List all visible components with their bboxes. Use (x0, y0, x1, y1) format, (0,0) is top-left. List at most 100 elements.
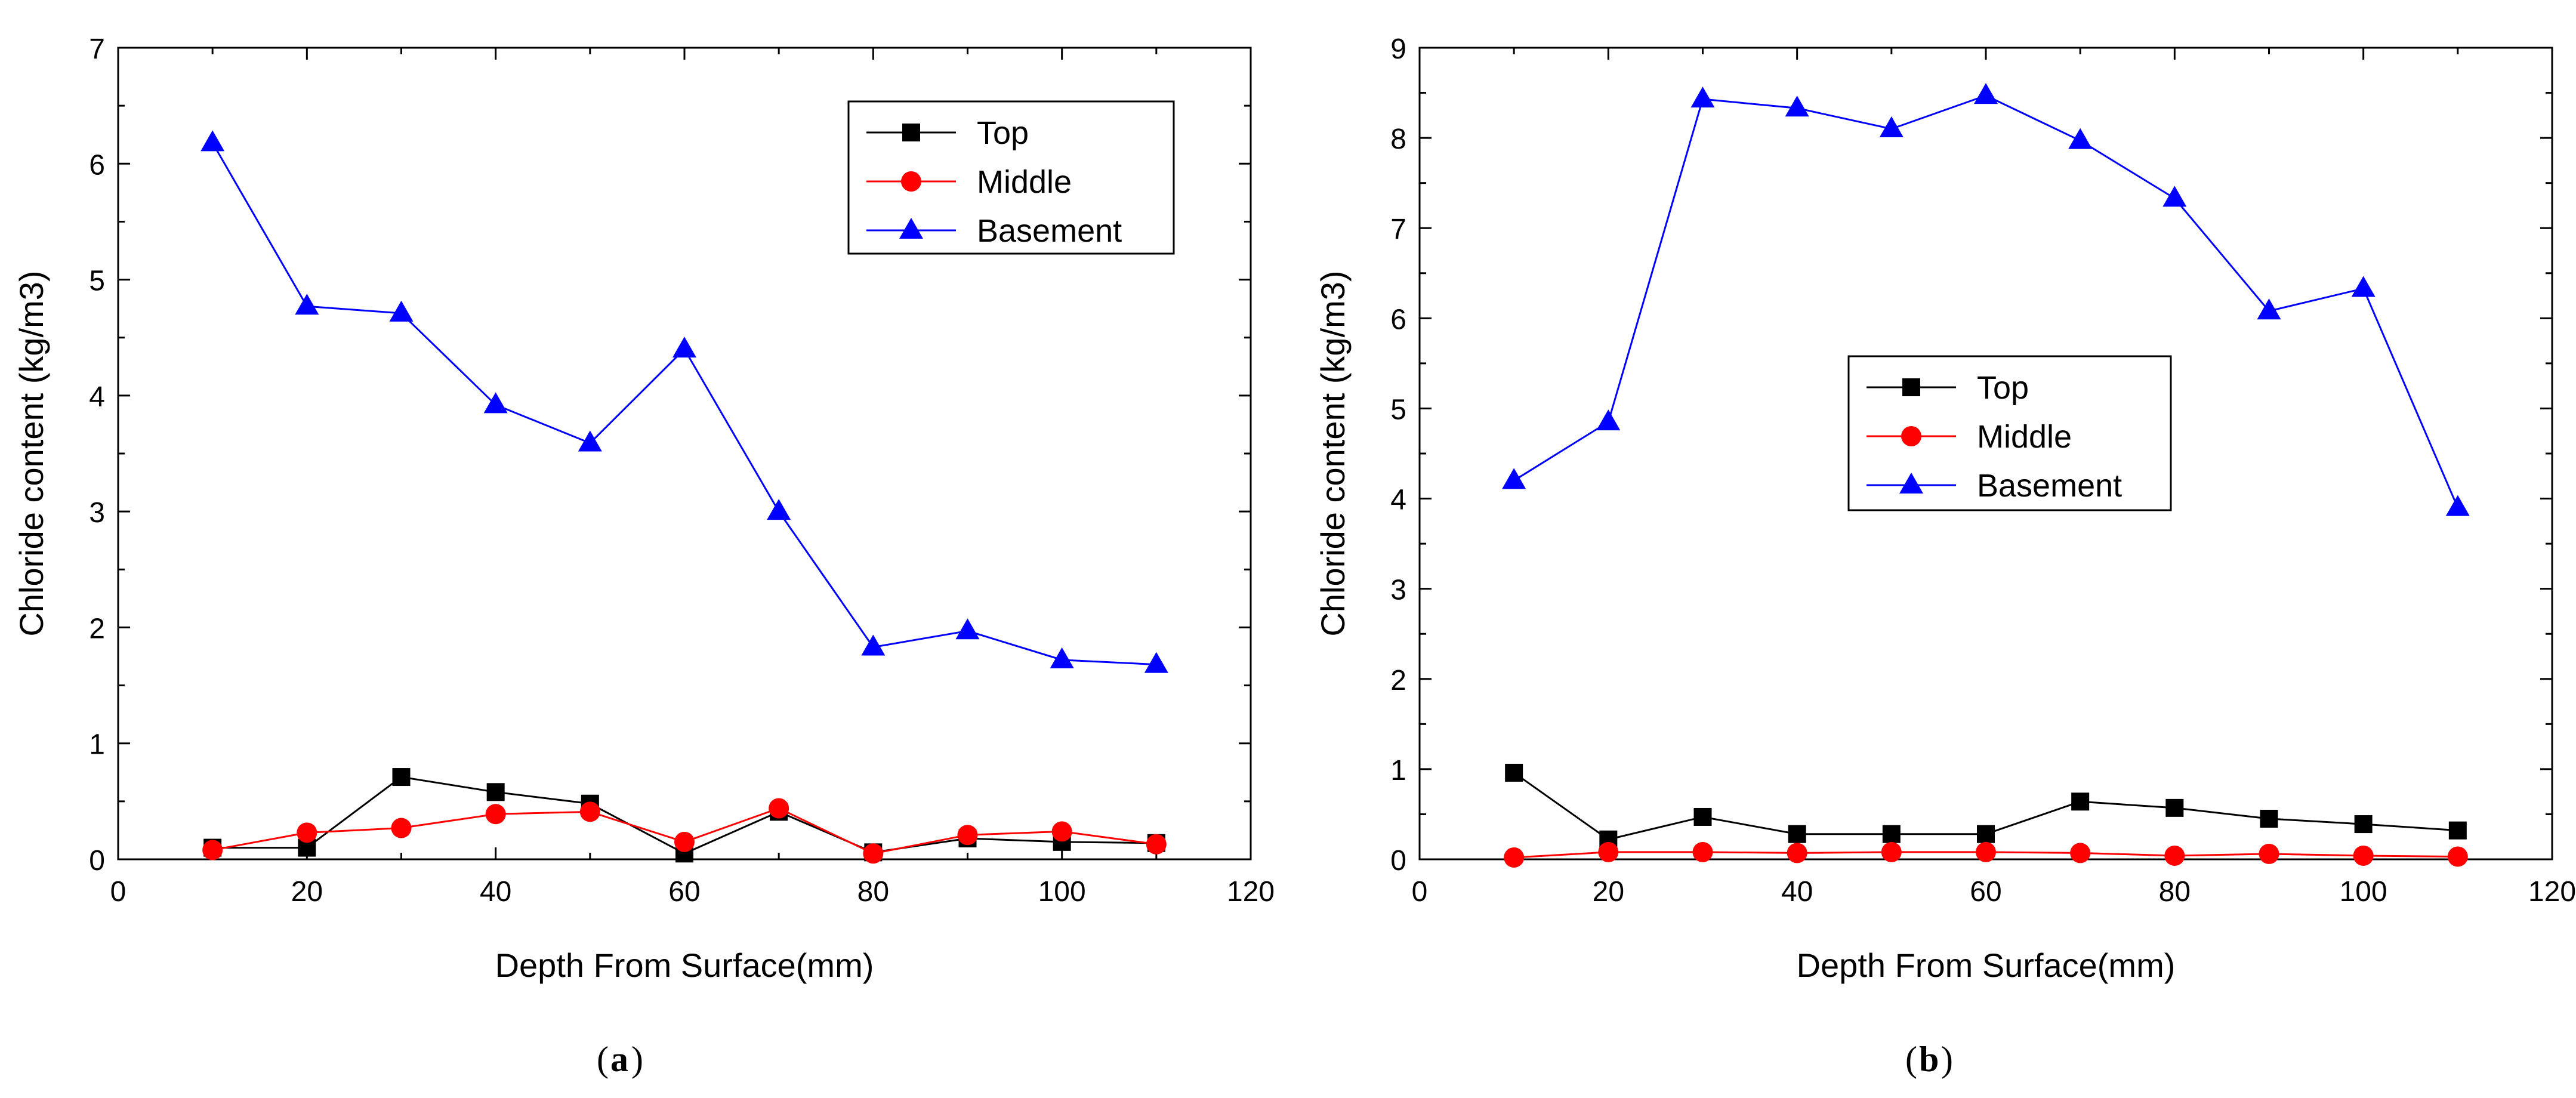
legend-item-basement: Basement (1867, 468, 2122, 504)
x-tick-label: 80 (2159, 876, 2191, 908)
caption-open-paren: ( (1905, 1040, 1917, 1079)
data-point-basement (389, 300, 414, 322)
data-point-basement (295, 294, 319, 315)
data-point-basement (2351, 276, 2376, 297)
legend: Top Middle Basement (847, 100, 1175, 255)
legend-item-middle: Middle (1867, 419, 2072, 455)
data-point-top (2448, 821, 2467, 840)
data-point-middle (1787, 843, 1807, 863)
y-tick-label: 6 (89, 149, 105, 181)
y-tick-label: 1 (89, 729, 105, 761)
data-point-top (2260, 810, 2278, 828)
legend: Top Middle Basement (1847, 355, 2172, 511)
data-point-basement (200, 130, 225, 152)
legend-marker (1902, 378, 1920, 396)
data-point-middle (1976, 841, 1996, 862)
data-point-basement (578, 430, 602, 452)
data-point-basement (767, 499, 791, 520)
legend-marker (1901, 426, 1921, 446)
y-tick-label: 3 (1390, 575, 1406, 606)
data-point-middle (1598, 841, 1619, 862)
y-tick-label: 4 (1390, 485, 1406, 516)
data-point-middle (2447, 846, 2468, 867)
data-point-middle (1881, 841, 1902, 862)
chart-panel-b: 0 1 2 3 4 5 6 7 8 9 0 20 40 60 80 100 120 Depth From Su… (1314, 33, 2576, 1079)
data-point-basement (1974, 83, 1998, 104)
x-tick-labels: 0 20 40 60 80 100 120 (110, 876, 1275, 908)
data-point-basement (672, 337, 696, 358)
data-point-top (2071, 792, 2090, 811)
data-point-top (1788, 825, 1806, 843)
legend-label: Basement (1977, 468, 2122, 504)
data-point-middle (202, 840, 223, 860)
data-point-basement (1690, 87, 1715, 108)
y-tick-label: 0 (1390, 845, 1406, 877)
y-tick-label: 6 (1390, 304, 1406, 335)
x-axis-label: Depth From Surface(mm) (495, 946, 874, 984)
x-tick-label: 40 (1781, 876, 1813, 908)
x-tick-label: 20 (291, 876, 323, 908)
data-point-middle (1051, 821, 1072, 842)
legend-marker (901, 171, 921, 192)
x-tick-label: 120 (1227, 876, 1275, 908)
legend-marker (902, 124, 920, 141)
data-point-middle (297, 822, 317, 843)
y-tick-label: 4 (89, 381, 105, 413)
data-point-basement (955, 618, 980, 640)
data-point-basement (1596, 409, 1621, 431)
x-tick-label: 0 (110, 876, 127, 908)
data-point-middle (2164, 845, 2185, 866)
series-middle (202, 798, 1167, 864)
data-point-middle (579, 801, 600, 822)
data-point-top (2165, 798, 2184, 817)
data-point-basement (2257, 298, 2281, 320)
data-point-middle (2259, 843, 2279, 864)
data-point-middle (2070, 843, 2091, 863)
data-point-top (1505, 763, 1523, 782)
data-point-top (1693, 807, 1712, 826)
y-tick-label: 2 (1390, 665, 1406, 696)
x-tick-label: 20 (1593, 876, 1624, 908)
data-point-middle (1146, 834, 1167, 855)
y-tick-label: 1 (1390, 755, 1406, 787)
panel-label: a (610, 1040, 628, 1079)
x-axis-label: Depth From Surface(mm) (1797, 946, 2176, 984)
x-tick-label: 0 (1412, 876, 1428, 908)
data-point-top (486, 783, 505, 801)
legend-item-top: Top (1867, 370, 2029, 406)
data-point-middle (2353, 845, 2374, 866)
chart-panel-a: 0 1 2 3 4 5 6 7 0 20 40 60 80 100 120 Depth From Surf… (13, 33, 1275, 1079)
data-point-basement (1050, 647, 1074, 668)
x-tick-label: 80 (857, 876, 889, 908)
x-tick-label: 120 (2528, 876, 2576, 908)
y-tick-label: 7 (89, 33, 105, 65)
legend-label: Top (1977, 370, 2029, 406)
axis-ticks (117, 47, 1252, 860)
y-tick-label: 3 (89, 497, 105, 529)
x-tick-labels: 0 20 40 60 80 100 120 (1412, 876, 2576, 908)
legend-label: Middle (1977, 419, 2072, 455)
data-point-basement (1502, 468, 1526, 489)
x-tick-label: 40 (480, 876, 511, 908)
series-basement (1502, 83, 2470, 516)
data-point-top (2354, 815, 2373, 834)
x-tick-label: 100 (1038, 876, 1086, 908)
legend-marker (1899, 473, 1923, 494)
data-point-basement (1879, 116, 1904, 137)
data-point-middle (957, 825, 978, 846)
y-tick-label: 0 (89, 845, 105, 877)
data-point-basement (861, 634, 886, 656)
panel-caption: ( a ) (597, 1040, 643, 1079)
data-point-middle (485, 804, 506, 825)
data-point-top (1977, 825, 1995, 843)
x-tick-label: 60 (668, 876, 700, 908)
data-point-middle (863, 843, 884, 864)
legend-label: Basement (977, 213, 1122, 249)
legend-item-basement: Basement (866, 213, 1122, 249)
x-tick-label: 60 (1970, 876, 2001, 908)
caption-close-paren: ) (1941, 1040, 1953, 1079)
series-basement (200, 130, 1168, 673)
panel-caption: ( b ) (1905, 1040, 1953, 1079)
legend-label: Top (977, 115, 1029, 151)
